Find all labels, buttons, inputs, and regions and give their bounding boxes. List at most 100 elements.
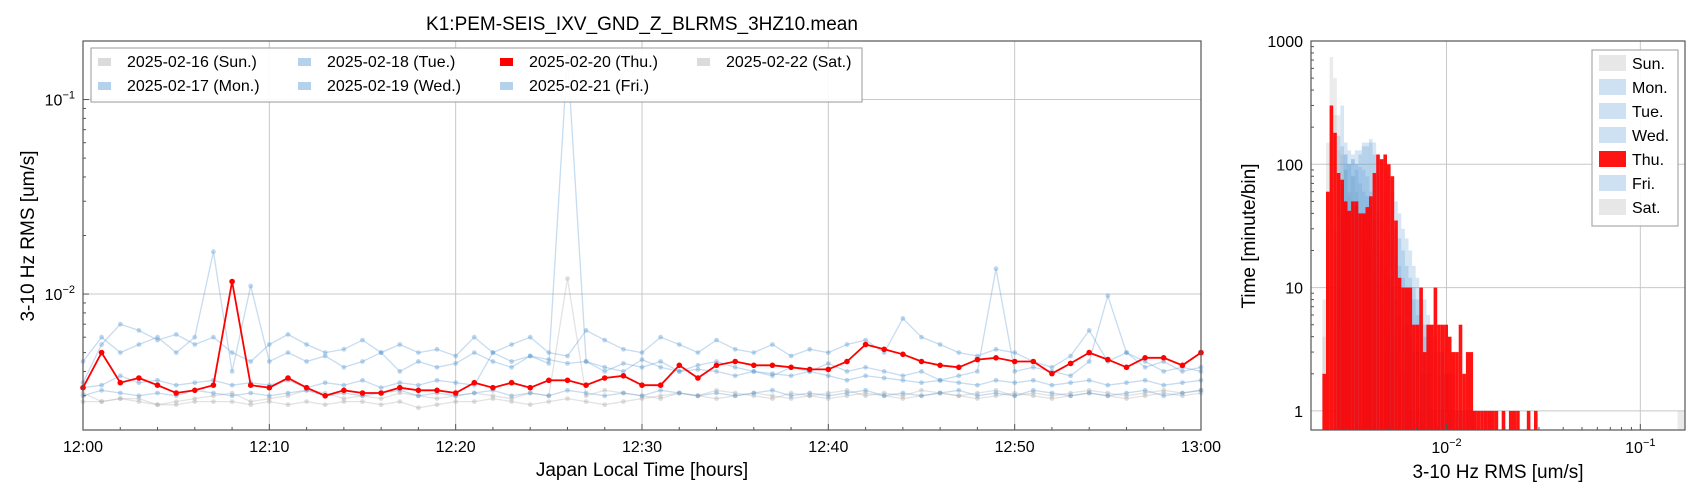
- data-point: [99, 334, 104, 340]
- data-point: [565, 396, 570, 401]
- data-point: [1142, 377, 1148, 383]
- data-point: [1049, 396, 1055, 401]
- data-point: [192, 387, 198, 394]
- histogram-bar: [1333, 132, 1337, 431]
- histogram-bar: [1526, 410, 1531, 430]
- data-point: [919, 393, 924, 399]
- histogram-bar: [1476, 410, 1481, 430]
- histogram-bar: [1501, 410, 1506, 430]
- series-2025-02-20 (Thu.): [80, 278, 1204, 399]
- data-point: [248, 402, 254, 408]
- data-point: [1180, 369, 1185, 374]
- data-point: [658, 387, 663, 393]
- timeseries-xlabel: Japan Local Time [hours]: [536, 460, 748, 481]
- data-point: [509, 359, 514, 364]
- data-point: [1124, 396, 1129, 401]
- data-point: [453, 380, 459, 386]
- data-point: [509, 364, 514, 370]
- data-point: [1067, 360, 1074, 367]
- data-point: [471, 390, 477, 396]
- y-tick-label: 100: [1276, 157, 1303, 174]
- data-point: [714, 387, 719, 393]
- legend-swatch: [1599, 127, 1626, 143]
- data-point: [751, 369, 757, 374]
- legend-swatch: [1599, 55, 1626, 71]
- data-point: [1030, 377, 1036, 383]
- series-line: [82, 54, 1202, 381]
- data-point: [714, 337, 719, 343]
- data-point: [248, 390, 254, 396]
- legend-swatch: [697, 58, 710, 66]
- data-point: [1012, 380, 1018, 386]
- data-point: [974, 356, 981, 363]
- timeseries-ticks: 12:00 12:10 12:20 12:30 12:40 12:50 13:00 10−1 1…: [45, 40, 1221, 456]
- data-point: [695, 393, 701, 399]
- timeseries-title: K1:PEM-SEIS_IXV_GND_Z_BLRMS_3HZ10.mean: [426, 14, 858, 35]
- data-point: [825, 350, 831, 355]
- data-point: [770, 371, 775, 376]
- data-point: [1086, 349, 1092, 356]
- data-point: [266, 393, 272, 399]
- histogram-bar: [1329, 105, 1334, 430]
- data-point: [975, 382, 980, 388]
- data-point: [490, 384, 496, 391]
- histogram-bar: [1343, 201, 1348, 430]
- legend-label: Fri.: [1632, 176, 1655, 193]
- data-point: [360, 337, 365, 343]
- data-point: [509, 399, 514, 404]
- data-point: [825, 361, 831, 366]
- data-point: [248, 283, 254, 289]
- data-point: [713, 362, 720, 369]
- data-point: [527, 384, 533, 391]
- data-point: [732, 373, 738, 379]
- data-point: [975, 369, 980, 374]
- data-point: [508, 379, 515, 386]
- histogram-bar: [1340, 179, 1344, 430]
- data-point: [434, 364, 440, 370]
- data-point: [919, 334, 924, 340]
- data-point: [1068, 380, 1073, 386]
- data-point: [117, 396, 123, 401]
- histogram-bar: [1447, 336, 1452, 430]
- data-point: [453, 361, 459, 366]
- data-point: [714, 390, 719, 396]
- x-tick-label: 10−2: [1431, 437, 1461, 457]
- legend-label: 2025-02-16 (Sun.): [127, 54, 257, 71]
- data-point: [322, 402, 328, 408]
- data-point: [565, 387, 570, 393]
- histogram-bar: [1677, 410, 1682, 430]
- data-point: [416, 393, 421, 399]
- data-point: [602, 369, 608, 374]
- data-point: [993, 390, 999, 396]
- histogram-bar: [1347, 210, 1352, 430]
- timeseries-legend: 2025-02-16 (Sun.) 2025-02-17 (Mon.) 2025-0…: [90, 47, 863, 103]
- data-point: [471, 379, 478, 386]
- data-point: [155, 402, 160, 408]
- histogram-bar: [1473, 410, 1477, 430]
- data-point: [788, 364, 794, 371]
- data-point: [434, 396, 440, 401]
- data-point: [98, 349, 105, 356]
- data-point: [192, 342, 198, 347]
- data-point: [490, 350, 496, 355]
- data-point: [453, 399, 459, 404]
- histogram-bar: [1455, 352, 1459, 430]
- data-point: [937, 342, 943, 347]
- data-point: [322, 393, 329, 399]
- legend-label: 2025-02-19 (Wed.): [327, 78, 461, 95]
- histogram-bar: [1379, 159, 1384, 430]
- histogram-bar: [1508, 410, 1513, 430]
- data-point: [1030, 387, 1036, 393]
- data-point: [1180, 393, 1185, 399]
- histogram-bar: [1383, 154, 1387, 430]
- data-point: [658, 359, 663, 364]
- data-point: [1030, 364, 1036, 370]
- data-point: [1068, 393, 1073, 399]
- histogram-bar: [1365, 207, 1370, 430]
- histogram-bar: [1458, 324, 1463, 430]
- data-point: [844, 377, 850, 383]
- data-point: [527, 334, 533, 340]
- data-point: [266, 359, 272, 364]
- data-point: [471, 390, 477, 396]
- data-point: [900, 316, 906, 321]
